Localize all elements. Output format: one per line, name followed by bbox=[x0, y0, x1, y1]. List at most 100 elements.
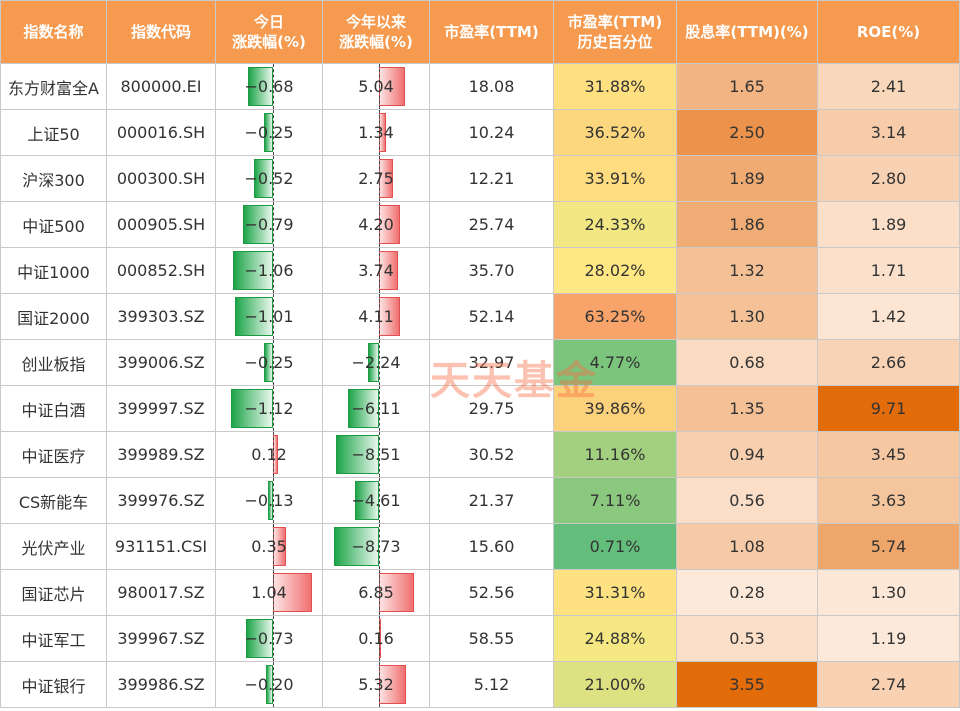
roe-cell: 3.45 bbox=[817, 431, 960, 478]
ytd-change-cell: 4.11 bbox=[322, 293, 430, 340]
table-row: 中证医疗 399989.SZ 0.12 −8.51 30.52 11.16% 0.94 3.4… bbox=[0, 431, 960, 478]
table-row: 沪深300 000300.SH −0.52 2.75 12.21 33.91% 1.89 2.… bbox=[0, 155, 960, 202]
day-change-cell-bar bbox=[273, 573, 312, 612]
ytd-change-cell-axis bbox=[379, 432, 380, 477]
ytd-change-cell-bar bbox=[379, 665, 407, 704]
day-change-cell: 1.04 bbox=[215, 569, 323, 616]
ytd-change-cell-value: 4.11 bbox=[358, 307, 394, 326]
index-name-cell: 国证芯片 bbox=[0, 569, 107, 616]
day-change-cell-axis bbox=[273, 156, 274, 201]
day-change-cell-value: −1.06 bbox=[244, 261, 294, 280]
pe-percentile-cell: 33.91% bbox=[553, 155, 677, 202]
roe-cell: 2.66 bbox=[817, 339, 960, 386]
ytd-change-cell-value: 2.75 bbox=[358, 169, 394, 188]
roe-cell: 3.63 bbox=[817, 477, 960, 524]
ytd-change-cell-axis bbox=[379, 570, 380, 615]
ytd-change-cell-axis bbox=[379, 156, 380, 201]
day-change-cell-axis bbox=[273, 386, 274, 431]
header-ytd-change: 今年以来 涨跌幅(%) bbox=[322, 0, 430, 64]
pe-percentile-cell: 21.00% bbox=[553, 661, 677, 708]
table-row: 创业板指 399006.SZ −0.25 −2.24 32.97 4.77% 0.68 2.6… bbox=[0, 339, 960, 386]
header-pe-percentile-line1: 市盈率(TTM) bbox=[567, 13, 663, 31]
dividend-yield-cell: 0.56 bbox=[676, 477, 818, 524]
ytd-change-cell: −8.51 bbox=[322, 431, 430, 478]
header-pe-percentile: 市盈率(TTM) 历史百分位 bbox=[553, 0, 677, 64]
pe-cell: 58.55 bbox=[429, 615, 554, 662]
ytd-change-cell: 6.85 bbox=[322, 569, 430, 616]
index-code-cell: 000905.SH bbox=[106, 201, 216, 248]
index-name-cell: 中证军工 bbox=[0, 615, 107, 662]
day-change-cell-value: −0.25 bbox=[244, 123, 294, 142]
header-ytd-change-line2: 涨跌幅(%) bbox=[339, 33, 413, 51]
pe-cell: 32.97 bbox=[429, 339, 554, 386]
day-change-cell-axis bbox=[273, 202, 274, 247]
table-row: 光伏产业 931151.CSI 0.35 −8.73 15.60 0.71% 1.08 5.7… bbox=[0, 523, 960, 570]
ytd-change-cell-value: 1.34 bbox=[358, 123, 394, 142]
ytd-change-cell: −2.24 bbox=[322, 339, 430, 386]
index-name-cell: 东方财富全A bbox=[0, 63, 107, 110]
dividend-yield-cell: 0.53 bbox=[676, 615, 818, 662]
header-dividend-yield: 股息率(TTM)(%) bbox=[676, 0, 818, 64]
table-row: 中证500 000905.SH −0.79 4.20 25.74 24.33% 1.86 1.… bbox=[0, 201, 960, 248]
day-change-cell-value: −0.20 bbox=[244, 675, 294, 694]
header-pe: 市盈率(TTM) bbox=[429, 0, 554, 64]
table-row: 国证2000 399303.SZ −1.01 4.11 52.14 63.25% 1.30 1… bbox=[0, 293, 960, 340]
index-name-cell: 中证医疗 bbox=[0, 431, 107, 478]
ytd-change-cell-bar bbox=[347, 389, 379, 428]
pe-percentile-cell: 0.71% bbox=[553, 523, 677, 570]
header-roe: ROE(%) bbox=[817, 0, 960, 64]
pe-cell: 25.74 bbox=[429, 201, 554, 248]
day-change-cell-value: 1.04 bbox=[251, 583, 287, 602]
index-code-cell: 800000.EI bbox=[106, 63, 216, 110]
day-change-cell: −0.68 bbox=[215, 63, 323, 110]
day-change-cell-value: −0.52 bbox=[244, 169, 294, 188]
ytd-change-cell-value: −8.51 bbox=[351, 445, 401, 464]
day-change-cell-bar bbox=[265, 665, 273, 704]
pe-percentile-cell: 31.31% bbox=[553, 569, 677, 616]
ytd-change-cell-value: −4.61 bbox=[351, 491, 401, 510]
pe-percentile-cell: 4.77% bbox=[553, 339, 677, 386]
ytd-change-cell-axis bbox=[379, 248, 380, 293]
index-code-cell: 399967.SZ bbox=[106, 615, 216, 662]
day-change-cell: −1.06 bbox=[215, 247, 323, 294]
day-change-cell-axis bbox=[273, 294, 274, 339]
table-row: 中证军工 399967.SZ −0.73 0.16 58.55 24.88% 0.53 1.1… bbox=[0, 615, 960, 662]
ytd-change-cell: 1.34 bbox=[322, 109, 430, 156]
day-change-cell-axis bbox=[273, 64, 274, 109]
ytd-change-cell-axis bbox=[379, 478, 380, 523]
ytd-change-cell-value: 4.20 bbox=[358, 215, 394, 234]
dividend-yield-cell: 0.94 bbox=[676, 431, 818, 478]
ytd-change-cell-bar bbox=[355, 481, 379, 520]
day-change-cell-value: −1.01 bbox=[244, 307, 294, 326]
ytd-change-cell: 5.32 bbox=[322, 661, 430, 708]
index-code-cell: 000852.SH bbox=[106, 247, 216, 294]
ytd-change-cell-value: −8.73 bbox=[351, 537, 401, 556]
ytd-change-cell-value: 5.04 bbox=[358, 77, 394, 96]
roe-cell: 1.30 bbox=[817, 569, 960, 616]
index-name-cell: CS新能车 bbox=[0, 477, 107, 524]
index-name-cell: 中证1000 bbox=[0, 247, 107, 294]
day-change-cell-bar bbox=[243, 205, 273, 244]
day-change-cell-value: −1.12 bbox=[244, 399, 294, 418]
roe-cell: 2.41 bbox=[817, 63, 960, 110]
header-index-code: 指数代码 bbox=[106, 0, 216, 64]
index-name-cell: 中证白酒 bbox=[0, 385, 107, 432]
index-code-cell: 980017.SZ bbox=[106, 569, 216, 616]
ytd-change-cell-value: 6.85 bbox=[358, 583, 394, 602]
day-change-cell-value: −0.73 bbox=[244, 629, 294, 648]
dividend-yield-cell: 1.32 bbox=[676, 247, 818, 294]
dividend-yield-cell: 2.50 bbox=[676, 109, 818, 156]
pe-percentile-cell: 24.33% bbox=[553, 201, 677, 248]
day-change-cell-bar bbox=[231, 389, 273, 428]
ytd-change-cell: −8.73 bbox=[322, 523, 430, 570]
ytd-change-cell-axis bbox=[379, 662, 380, 707]
index-code-cell: 399303.SZ bbox=[106, 293, 216, 340]
ytd-change-cell-axis bbox=[379, 386, 380, 431]
ytd-change-cell-axis bbox=[379, 524, 380, 569]
index-name-cell: 中证500 bbox=[0, 201, 107, 248]
pe-cell: 10.24 bbox=[429, 109, 554, 156]
day-change-cell-axis bbox=[273, 432, 274, 477]
day-change-cell-value: −0.25 bbox=[244, 353, 294, 372]
roe-cell: 3.14 bbox=[817, 109, 960, 156]
table-row: CS新能车 399976.SZ −0.13 −4.61 21.37 7.11% 0.56 3.… bbox=[0, 477, 960, 524]
